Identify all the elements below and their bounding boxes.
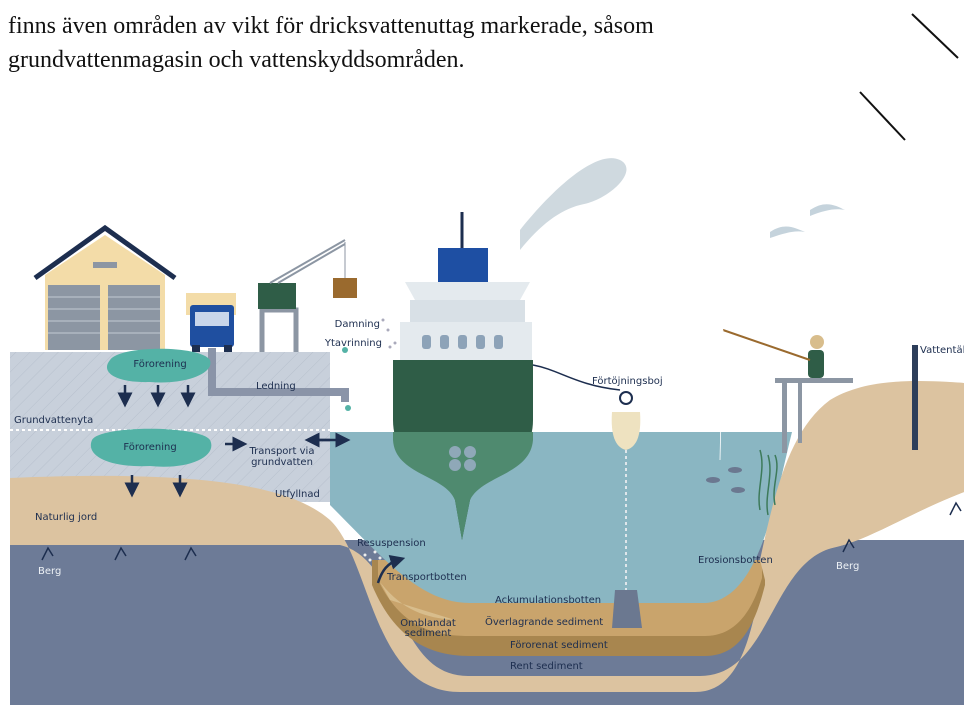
truck [186, 293, 236, 352]
label: sediment [405, 628, 452, 639]
label: Transportbotten [386, 572, 467, 583]
label: Berg [38, 566, 61, 577]
warehouse [35, 228, 175, 350]
label: Erosionsbotten [698, 555, 773, 566]
label: Transport via [249, 446, 315, 457]
label: Ytavrinning [324, 338, 382, 349]
label: Förorening [123, 442, 176, 453]
label: Naturlig jord [35, 512, 97, 523]
label: Resuspension [357, 538, 426, 549]
crane [258, 240, 357, 352]
label: grundvatten [251, 457, 313, 468]
birds [770, 204, 845, 238]
label: Damning [335, 319, 380, 330]
paragraph-line: grundvattenmagasin och vattenskyddsområd… [8, 47, 465, 73]
label: Rent sediment [510, 661, 583, 672]
label: Förtöjningsboj [592, 376, 663, 387]
paragraph-line: finns även områden av vikt för dricksvat… [8, 13, 654, 39]
label: Grundvattenyta [14, 415, 93, 426]
label: Ledning [256, 381, 296, 392]
label: Förorenat sediment [510, 640, 608, 651]
label: Förorening [133, 359, 186, 370]
watermark [860, 14, 958, 140]
label: Vattentäl [920, 345, 964, 356]
label: Utfyllnad [275, 489, 320, 500]
label: Berg [836, 561, 859, 572]
label: Ackumulationsbotten [495, 595, 601, 606]
label: Överlagrande sediment [485, 615, 603, 628]
page: finns även områden av vikt för dricksvat… [0, 0, 964, 713]
